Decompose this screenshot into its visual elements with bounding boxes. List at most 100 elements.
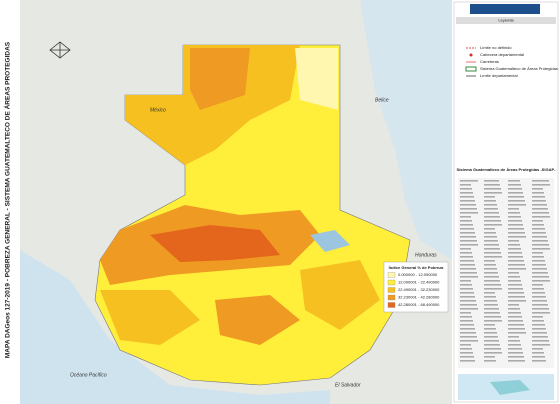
table-cell bbox=[460, 312, 471, 314]
table-cell bbox=[484, 232, 496, 234]
table-cell bbox=[484, 192, 502, 194]
table-cell bbox=[508, 228, 524, 230]
table-cell bbox=[532, 244, 549, 246]
table-cell bbox=[460, 276, 478, 278]
table-cell bbox=[532, 228, 545, 230]
table-cell bbox=[484, 340, 499, 342]
table-cell bbox=[484, 196, 495, 198]
ocean bbox=[20, 250, 330, 404]
place-label: México bbox=[150, 107, 166, 113]
table-cell bbox=[532, 336, 548, 338]
table-cell bbox=[484, 300, 497, 302]
symbol bbox=[465, 66, 477, 72]
region bbox=[100, 290, 200, 345]
table-cell bbox=[484, 256, 502, 258]
table-cell bbox=[532, 192, 544, 194]
table-cell bbox=[532, 332, 547, 334]
table-cell bbox=[532, 204, 547, 206]
table-cell bbox=[460, 356, 474, 358]
table-cell bbox=[460, 340, 478, 342]
table-cell bbox=[460, 200, 475, 202]
region bbox=[295, 48, 338, 110]
symbol bbox=[469, 53, 473, 57]
table-cell bbox=[460, 324, 474, 326]
table-cell bbox=[460, 360, 475, 362]
table-cell bbox=[508, 292, 524, 294]
legend-item: Límite departamental bbox=[480, 73, 518, 78]
table-cell bbox=[532, 324, 545, 326]
table-cell bbox=[484, 296, 496, 298]
table-cell bbox=[508, 320, 523, 322]
table-cell bbox=[508, 300, 526, 302]
table-cell bbox=[460, 268, 476, 270]
table-cell bbox=[484, 332, 497, 334]
table-cell bbox=[460, 244, 478, 246]
table-cell bbox=[508, 356, 524, 358]
poverty-legend-title: Índice General % de Pobreza bbox=[389, 265, 444, 270]
legend-header bbox=[456, 17, 556, 24]
class-label: 22.490001 - 32.230000 bbox=[398, 287, 440, 292]
table-cell bbox=[532, 264, 546, 266]
table-cell bbox=[508, 196, 524, 198]
table-cell bbox=[508, 316, 522, 318]
table-cell bbox=[508, 220, 522, 222]
lake bbox=[310, 230, 350, 252]
table-cell bbox=[532, 304, 548, 306]
table-cell bbox=[532, 312, 550, 314]
table-cell bbox=[532, 224, 544, 226]
class-swatch bbox=[387, 287, 396, 293]
table-cell bbox=[460, 260, 474, 262]
table-cell bbox=[460, 296, 475, 298]
class-swatch bbox=[387, 302, 396, 308]
table-cell bbox=[508, 268, 526, 270]
table-cell bbox=[508, 248, 521, 250]
class-label: 32.230001 - 42.280000 bbox=[398, 295, 440, 300]
table-cell bbox=[508, 336, 519, 338]
table-cell bbox=[508, 272, 519, 274]
table-cell bbox=[460, 288, 473, 290]
table-cell bbox=[508, 308, 520, 310]
table-cell bbox=[508, 208, 519, 210]
table-cell bbox=[532, 268, 547, 270]
table-cell bbox=[532, 196, 545, 198]
table-cell bbox=[508, 212, 520, 214]
class-swatch bbox=[387, 272, 396, 278]
table-cell bbox=[460, 240, 477, 242]
table-cell bbox=[484, 336, 498, 338]
table-cell bbox=[532, 220, 543, 222]
table-cell bbox=[460, 192, 473, 194]
table-cell bbox=[532, 188, 543, 190]
table-cell bbox=[532, 288, 544, 290]
region bbox=[190, 48, 250, 110]
table-cell bbox=[532, 344, 550, 346]
table-cell bbox=[484, 212, 499, 214]
table-cell bbox=[460, 284, 472, 286]
table-cell bbox=[484, 264, 496, 266]
table-cell bbox=[484, 328, 496, 330]
table-cell bbox=[484, 324, 495, 326]
table-cell bbox=[460, 344, 471, 346]
table-cell bbox=[508, 332, 526, 334]
table-cell bbox=[484, 280, 500, 282]
table-cell bbox=[532, 328, 546, 330]
class-label: 0.000000 - 12.090000 bbox=[398, 272, 438, 277]
table-cell bbox=[508, 284, 522, 286]
table-cell bbox=[532, 256, 544, 258]
table-cell bbox=[532, 232, 546, 234]
table-cell bbox=[460, 300, 476, 302]
caribbean bbox=[360, 0, 452, 260]
table-cell bbox=[460, 252, 472, 254]
table-cell bbox=[508, 192, 523, 194]
table-cell bbox=[532, 308, 549, 310]
table-cell bbox=[508, 360, 525, 362]
table-cell bbox=[508, 224, 523, 226]
table-cell bbox=[508, 256, 523, 258]
region bbox=[150, 225, 280, 262]
table-cell bbox=[484, 216, 500, 218]
legend-item: Cabecera departamental bbox=[480, 52, 524, 57]
class-swatch bbox=[387, 279, 396, 286]
table-cell bbox=[460, 272, 477, 274]
table-cell bbox=[532, 200, 546, 202]
